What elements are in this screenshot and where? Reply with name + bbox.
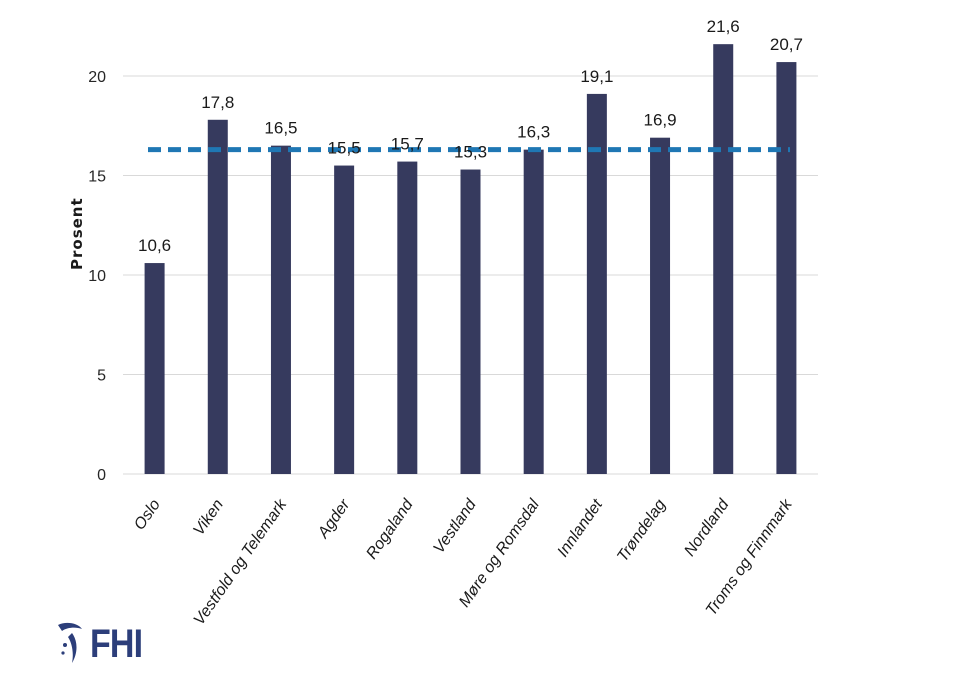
bar-3 xyxy=(334,165,355,475)
category-label: Oslo xyxy=(131,496,164,533)
bar-4 xyxy=(397,161,418,474)
y-axis-ticks: 0 5 10 15 20 xyxy=(88,69,106,484)
category-label: Agder xyxy=(314,496,353,542)
category-label: Trøndelag xyxy=(614,496,669,565)
data-label: 10,6 xyxy=(138,236,171,255)
fhi-figure-icon xyxy=(58,622,82,663)
data-labels: 10,6 17,8 16,5 15,5 15,7 15,3 16,3 19,1 16,9 21,6… xyxy=(138,17,803,255)
data-label: 19,1 xyxy=(580,67,613,86)
data-label: 21,6 xyxy=(707,17,740,36)
data-label: 16,9 xyxy=(643,111,676,130)
y-tick-label: 10 xyxy=(88,268,106,285)
data-label: 15,3 xyxy=(454,143,487,162)
category-label: Nordland xyxy=(681,496,733,560)
bar-10 xyxy=(776,62,797,474)
bar-2 xyxy=(270,145,291,474)
bar-5 xyxy=(460,169,481,474)
category-label: Viken xyxy=(190,496,227,538)
bar-8 xyxy=(650,137,671,474)
bars xyxy=(144,44,797,475)
y-axis-title: Prosent xyxy=(68,197,86,270)
fhi-logo: FHI xyxy=(52,618,151,670)
fhi-logo-text: FHI xyxy=(90,621,143,666)
data-label: 17,8 xyxy=(201,93,234,112)
bar-6 xyxy=(523,149,544,474)
bar-9 xyxy=(713,44,734,474)
bar-1 xyxy=(207,119,228,474)
category-label: Rogaland xyxy=(363,496,417,563)
data-label: 16,5 xyxy=(264,119,297,138)
bar-7 xyxy=(586,93,607,474)
category-label: Vestland xyxy=(430,496,480,557)
y-tick-label: 15 xyxy=(88,169,106,186)
data-label: 15,5 xyxy=(328,139,361,158)
data-label: 16,3 xyxy=(517,123,550,142)
bar-0 xyxy=(144,263,165,474)
category-label: Innlandet xyxy=(554,496,606,560)
data-label: 20,7 xyxy=(770,35,803,54)
y-tick-label: 20 xyxy=(88,69,106,86)
data-label: 15,7 xyxy=(391,135,424,154)
y-tick-label: 0 xyxy=(97,467,106,484)
y-tick-label: 5 xyxy=(97,368,106,385)
